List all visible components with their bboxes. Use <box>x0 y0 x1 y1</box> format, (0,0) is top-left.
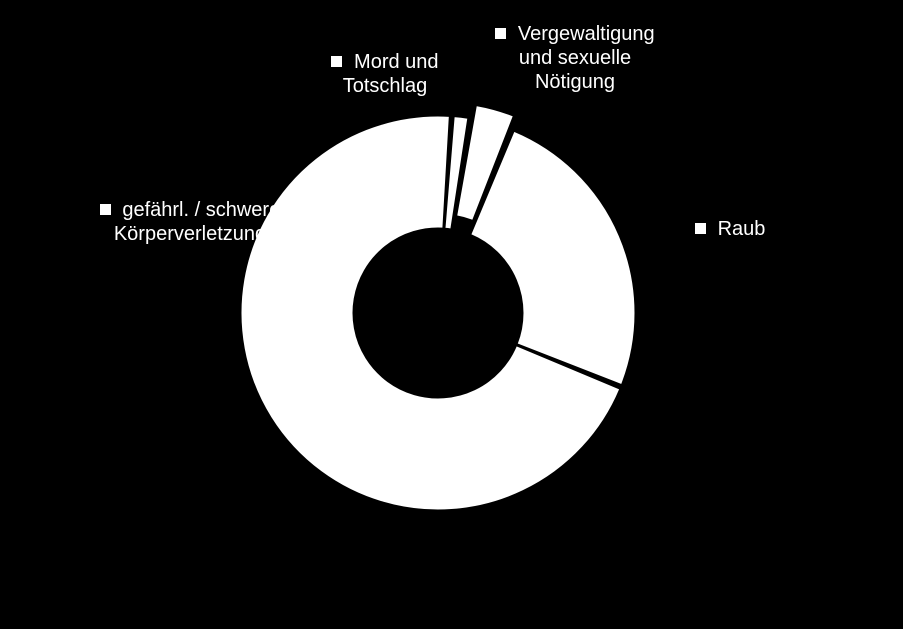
legend-koerp: gefährl. / schwere Körperverletzung <box>75 198 305 246</box>
legend-bullet-icon <box>695 223 706 234</box>
legend-vergew-line2: und sexuelle <box>470 46 680 70</box>
legend-koerp-line1: gefährl. / schwere <box>122 199 280 221</box>
legend-raub: Raub <box>695 217 815 241</box>
legend-vergew-line1: Vergewaltigung <box>518 23 655 45</box>
legend-bullet-icon <box>100 204 111 215</box>
legend-koerp-line2: Körperverletzung <box>75 222 305 246</box>
legend-bullet-icon <box>495 28 506 39</box>
legend-vergew-line3: Nötigung <box>470 70 680 94</box>
donut-slice-raub <box>471 131 635 384</box>
legend-vergew: Vergewaltigung und sexuelle Nötigung <box>470 22 680 94</box>
legend-raub-line1: Raub <box>718 218 766 240</box>
donut-chart: Mord und Totschlag Vergewaltigung und se… <box>0 0 903 629</box>
legend-bullet-icon <box>331 56 342 67</box>
legend-mord: Mord und Totschlag <box>295 50 475 98</box>
legend-mord-line2: Totschlag <box>295 74 475 98</box>
legend-mord-line1: Mord und <box>354 51 439 73</box>
